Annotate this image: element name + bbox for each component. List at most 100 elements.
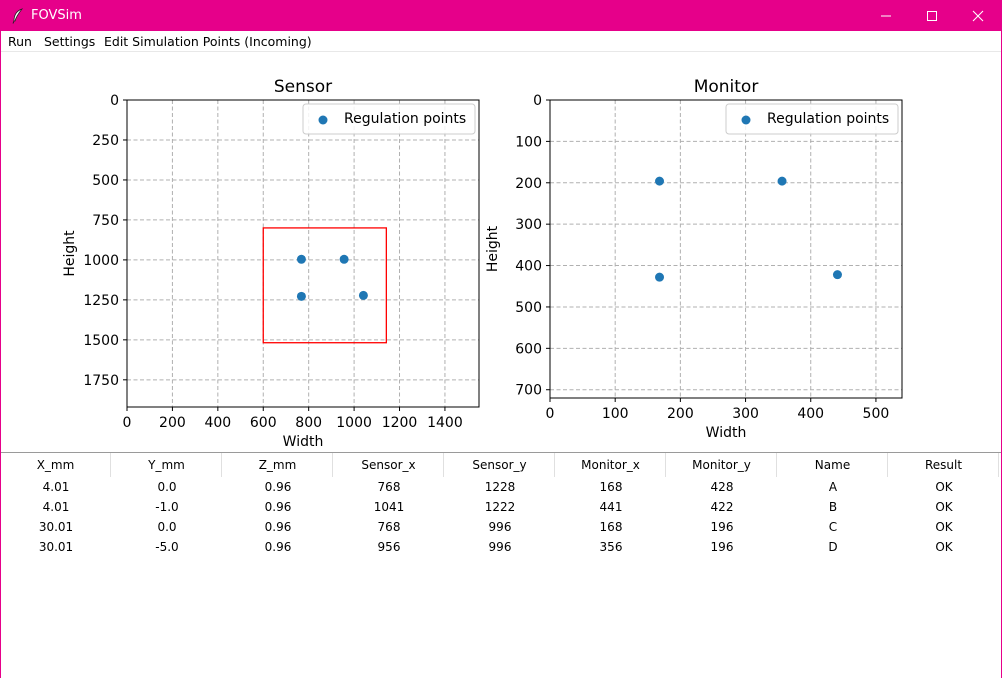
chart1-x-tick-label: 0 [123, 415, 132, 431]
chart2-y-tick-label: 700 [515, 383, 542, 399]
chart1-y-tick-label: 250 [92, 133, 119, 149]
chart1-data-point [296, 254, 306, 264]
table-cell: OK [935, 540, 953, 554]
column-header[interactable]: Monitor_y [667, 453, 777, 477]
table-cell: 4.01 [42, 500, 70, 514]
chart2-y-tick-label: 100 [515, 134, 542, 150]
column-header[interactable]: Result [889, 453, 999, 477]
chart2-y-tick-label: 400 [515, 259, 542, 275]
chart1-x-tick-label: 1000 [336, 415, 372, 431]
chart2-plot-frame [549, 99, 903, 399]
chart1-plot-frame [126, 99, 480, 408]
results-table: X_mm Y_mm Z_mm Sensor_x Sensor_y Monitor_x Mon… [1, 452, 1001, 678]
chart1-data-point [339, 254, 349, 264]
table-cell: 956 [377, 540, 401, 554]
table-cell: 1228 [484, 480, 516, 494]
chart1-y-tick-label: 750 [92, 213, 119, 229]
charts-canvas: 0 200 400 600 800 1000 1200 1400 0 250 500 750 1000 1… [1, 52, 1001, 452]
chart1-y-tick-label: 1750 [83, 373, 119, 389]
table-cell: -5.0 [155, 540, 179, 554]
chart2-legend-box [725, 103, 899, 135]
chart1-x-axis-label: Width [283, 434, 324, 450]
chart1-y-tick-label: 0 [110, 93, 119, 109]
chart2-y-tick-label: 600 [515, 341, 542, 357]
close-icon [972, 7, 984, 26]
chart2-x-axis-label: Width [706, 425, 747, 441]
chart2-y-tick-label: 200 [515, 176, 542, 192]
menu-edit-simulation-points[interactable]: Edit Simulation Points (Incoming) [104, 34, 312, 49]
table-row[interactable]: 30.01 0.0 0.96 768 996 168 196 C OK [1, 517, 1001, 537]
table-cell: OK [935, 480, 953, 494]
chart1-data-point [358, 290, 368, 300]
menu-bar: Run Settings Edit Simulation Points (Inc… [1, 31, 1001, 52]
chart2-legend-label: Regulation points [767, 111, 889, 127]
table-cell: -1.0 [155, 500, 179, 514]
chart2-x-tick-label: 0 [546, 406, 555, 422]
column-header[interactable]: X_mm [1, 453, 111, 477]
chart2-y-axis-label: Height [485, 225, 501, 272]
chart2-y-tick-label: 500 [515, 300, 542, 316]
maximize-icon [926, 7, 938, 26]
chart1-fov-rectangle [262, 227, 387, 344]
chart1-y-tick-label: 500 [92, 173, 119, 189]
chart1-title: Sensor [274, 77, 332, 97]
chart2-data-point [832, 270, 842, 280]
table-cell: 0.0 [157, 520, 177, 534]
chart2-y-tick-label: 0 [533, 93, 542, 109]
close-button[interactable] [955, 1, 1001, 31]
chart2-x-tick-label: 500 [863, 406, 890, 422]
chart1-x-tick-label: 1400 [427, 415, 463, 431]
chart1-x-tick-label: 600 [250, 415, 277, 431]
column-header[interactable]: Z_mm [223, 453, 333, 477]
chart1-x-tick-label: 1200 [382, 415, 418, 431]
table-cell: 996 [488, 520, 512, 534]
feather-icon [11, 8, 25, 24]
table-cell: 0.0 [157, 480, 177, 494]
chart2-x-tick-label: 100 [602, 406, 629, 422]
table-cell: 4.01 [42, 480, 70, 494]
minimize-button[interactable] [863, 1, 909, 31]
column-header[interactable]: Y_mm [112, 453, 222, 477]
chart1-y-tick-label: 1000 [83, 253, 119, 269]
chart1-y-tick-label: 1250 [83, 293, 119, 309]
table-cell: 356 [599, 540, 623, 554]
table-cell: 168 [599, 480, 623, 494]
chart2-data-point [777, 176, 787, 186]
column-header[interactable]: Sensor_y [445, 453, 555, 477]
title-bar: FOVSim [1, 1, 1001, 31]
chart1-legend-marker [318, 115, 328, 125]
chart1-x-tick-label: 200 [159, 415, 186, 431]
table-cell: 0.96 [264, 540, 292, 554]
chart2-x-tick-label: 400 [797, 406, 824, 422]
charts-svg: 0 200 400 600 800 1000 1200 1400025050075010001… [62, 77, 903, 450]
table-cell: 0.96 [264, 480, 292, 494]
table-cell: 996 [488, 540, 512, 554]
table-cell: 30.01 [38, 540, 74, 554]
table-row[interactable]: 4.01 -1.0 0.96 1041 1222 441 422 B OK [1, 497, 1001, 517]
column-header[interactable]: Name [778, 453, 888, 477]
table-cell: 168 [599, 520, 623, 534]
table-cell: OK [935, 520, 953, 534]
column-header[interactable]: Sensor_x [334, 453, 444, 477]
maximize-button[interactable] [909, 1, 955, 31]
chart2-data-point [655, 176, 665, 186]
table-cell: 428 [710, 480, 734, 494]
chart1-legend-label: Regulation points [344, 111, 466, 127]
menu-run[interactable]: Run [8, 34, 32, 49]
chart1-data-point [296, 291, 306, 301]
column-header[interactable]: Monitor_x [556, 453, 666, 477]
table-cell: 768 [377, 520, 401, 534]
chart1-x-tick-label: 800 [295, 415, 322, 431]
chart2-x-tick-label: 200 [667, 406, 694, 422]
menu-settings[interactable]: Settings [44, 34, 96, 49]
table-cell: 1041 [373, 500, 405, 514]
minimize-icon [880, 7, 892, 26]
table-row[interactable]: 4.01 0.0 0.96 768 1228 168 428 A OK [1, 477, 1001, 497]
table-row[interactable]: 30.01 -5.0 0.96 956 996 356 196 D OK [1, 537, 1001, 557]
chart1-legend-box [302, 103, 476, 135]
chart1-x-tick-label: 400 [204, 415, 231, 431]
table-cell: 196 [710, 520, 734, 534]
table-header: X_mm Y_mm Z_mm Sensor_x Sensor_y Monitor_x Mon… [1, 453, 1001, 477]
table-cell: D [828, 540, 838, 554]
